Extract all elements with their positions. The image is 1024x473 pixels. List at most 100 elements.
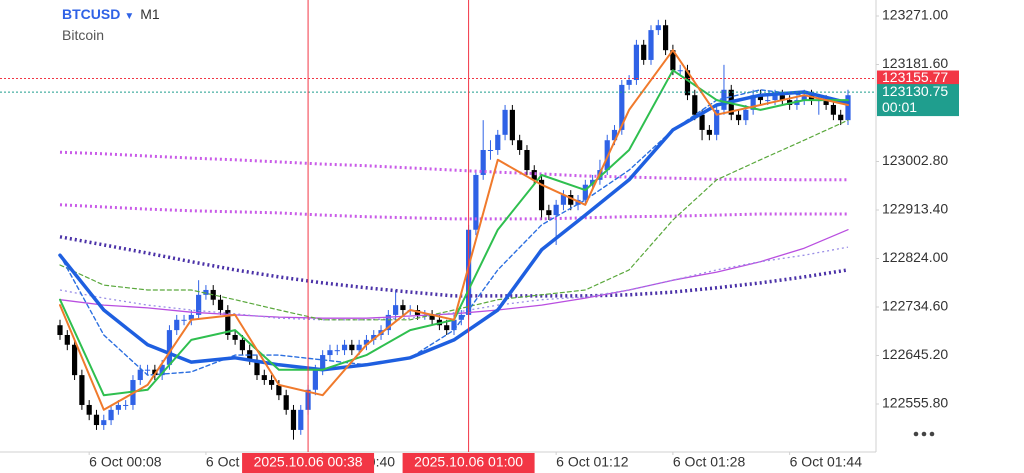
y-tick-label: 122913.40 — [882, 201, 948, 217]
candle-body — [677, 70, 683, 72]
time-marker-label: 2025.10.06 00:38 — [254, 454, 363, 470]
candle-body — [670, 50, 676, 71]
candle-body — [86, 404, 92, 415]
x-tick-label: 6 Oct 01:28 — [673, 454, 746, 470]
candle-body — [662, 25, 669, 51]
candle-body — [641, 44, 647, 60]
candle-body — [276, 384, 282, 396]
candle-body — [706, 129, 712, 135]
candle-body — [254, 359, 260, 376]
candle-body — [327, 350, 333, 356]
indicator-line — [59, 229, 849, 319]
y-tick-label: 122734.60 — [882, 298, 948, 314]
candle-body — [582, 184, 588, 200]
candle-body — [830, 104, 837, 115]
candle-body — [159, 364, 165, 376]
candle-body — [495, 134, 501, 150]
candle-body — [312, 369, 318, 390]
candle-body — [290, 409, 297, 430]
candle-body — [101, 420, 107, 426]
candle-body — [203, 289, 209, 295]
symbol[interactable]: BTCUSD — [62, 6, 121, 22]
price-label: 123130.75 — [882, 83, 948, 99]
candle-body — [692, 95, 698, 115]
candle-body — [553, 204, 559, 216]
candle-body — [385, 314, 391, 331]
indicator-line — [59, 203, 848, 221]
y-tick-label: 123271.00 — [882, 7, 948, 23]
price-label-box — [877, 84, 959, 117]
x-tick-label: 6 Oct 01:12 — [556, 454, 629, 470]
candle-body — [538, 179, 545, 211]
y-tick-label: 122824.00 — [882, 249, 948, 265]
candle-body — [458, 314, 464, 320]
more-menu[interactable] — [913, 431, 935, 437]
candle-body — [261, 375, 267, 381]
candle-body — [451, 319, 457, 331]
candle-body — [225, 310, 231, 335]
indicator-line — [59, 49, 849, 411]
bar-countdown: 00:01 — [882, 99, 917, 115]
axes: 122555.80 122645.20 122734.60 122824.00 1229… — [88, 7, 959, 473]
candle-body — [429, 314, 435, 320]
price-label-box — [877, 70, 959, 87]
candle-body — [79, 375, 85, 405]
candle-body — [64, 334, 70, 345]
candle-body — [619, 84, 625, 130]
candle-body — [772, 95, 778, 101]
candle-body — [648, 30, 654, 60]
candle-body — [341, 344, 348, 351]
candle-body — [801, 95, 807, 101]
candle-body — [611, 129, 618, 141]
candle-body — [93, 414, 100, 426]
candle-body — [699, 114, 705, 130]
candle-body — [174, 319, 180, 331]
candle-body — [166, 330, 173, 365]
candle-body — [757, 95, 764, 101]
candle-body — [123, 404, 129, 406]
candle-body — [137, 369, 143, 381]
timeframe[interactable]: M1 — [140, 6, 160, 22]
candle-body — [371, 334, 377, 340]
price-label: 123155.77 — [882, 69, 948, 85]
candle-body — [509, 109, 515, 141]
symbol-description: Bitcoin — [62, 27, 105, 43]
candle-body — [568, 195, 574, 205]
indicator-line — [58, 90, 850, 372]
plot-area — [0, 0, 876, 452]
candle-body — [181, 319, 187, 321]
symbol-header: BTCUSD ▼ M1 Bitcoin — [62, 5, 160, 44]
candle-body — [108, 409, 114, 421]
candle-body — [531, 170, 537, 180]
candle-body — [400, 305, 406, 311]
candle-body — [823, 100, 829, 105]
candle-body — [779, 95, 785, 101]
candle-body — [560, 195, 567, 205]
candle-body — [363, 339, 370, 345]
candle-body — [721, 89, 727, 110]
candle-body — [115, 404, 121, 410]
candle-body — [188, 314, 194, 320]
candle-body — [546, 210, 552, 216]
candle-body — [393, 305, 399, 315]
symbol-dropdown[interactable]: ▼ — [124, 11, 135, 22]
indicator-line — [59, 150, 848, 182]
candle-body — [480, 149, 486, 175]
indicator-line — [59, 69, 849, 397]
candle-body — [320, 355, 326, 370]
candle-body — [765, 100, 771, 102]
candle-body — [298, 409, 304, 430]
candle-body — [444, 325, 450, 331]
candle-body — [655, 25, 661, 31]
candle-body — [750, 95, 756, 110]
candle-body — [144, 369, 151, 371]
time-marker-label: 2025.10.06 01:00 — [414, 454, 523, 470]
candle-body — [334, 350, 340, 352]
candle-body — [743, 109, 749, 121]
candle-body — [239, 339, 246, 351]
candle-body — [268, 380, 275, 385]
candle-body — [633, 44, 640, 81]
candle-body — [626, 80, 632, 85]
candle-body — [57, 325, 63, 335]
